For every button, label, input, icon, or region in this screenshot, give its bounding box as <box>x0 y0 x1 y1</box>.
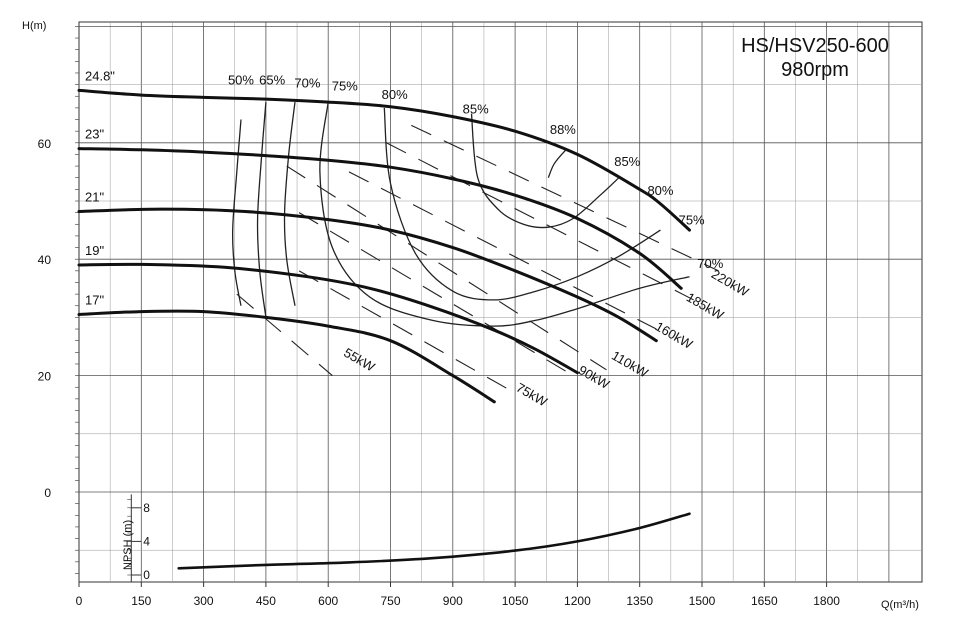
power-line <box>298 212 574 377</box>
power-label: 75kW <box>514 380 551 410</box>
chart-title: HS/HSV250-600 <box>741 35 889 57</box>
x-tick-label: 1500 <box>689 594 716 608</box>
power-line <box>411 124 719 272</box>
efficiency-label: 85% <box>463 102 489 117</box>
power-label: 160kW <box>653 319 696 353</box>
axes: 0 150 300 450 600 750 900 1050 1200 1350 1500 1650 1… <box>38 137 841 608</box>
x-tick-label: 150 <box>131 594 151 608</box>
title-block: HS/HSV250-600 980rpm <box>741 35 889 81</box>
efficiency-curve <box>319 102 690 327</box>
power-line <box>298 270 516 394</box>
efficiency-label: 80% <box>382 87 408 102</box>
x-tick-label: 450 <box>256 594 276 608</box>
x-tick-label: 1800 <box>813 594 840 608</box>
impeller-label: 23" <box>85 127 104 142</box>
efficiency-label: 88% <box>550 122 576 137</box>
efficiency-curve <box>256 102 267 318</box>
y-tick-label: 0 <box>44 486 51 500</box>
head-curve <box>77 207 658 343</box>
efficiency-label: 75% <box>332 78 358 93</box>
plot-frame <box>78 21 923 583</box>
power-lines <box>236 124 719 394</box>
power-label: 90kW <box>576 362 613 392</box>
efficiency-label: 80% <box>647 183 673 198</box>
impeller-label: 21" <box>85 189 104 204</box>
head-curve <box>77 88 691 232</box>
power-label: 185kW <box>684 290 727 324</box>
head-curves: 24.8" 23" 21" 19" 17" <box>77 68 691 404</box>
x-axis-title: Q(m³/h) <box>881 599 919 611</box>
impeller-label: 17" <box>85 292 104 307</box>
x-tick-label: 1650 <box>751 594 778 608</box>
head-curve <box>77 309 496 404</box>
npsh-area <box>132 494 921 581</box>
y-tick-label: 60 <box>38 137 52 151</box>
efficiency-label: 70% <box>697 256 723 271</box>
power-label: 220kW <box>709 266 752 300</box>
power-line <box>236 293 333 377</box>
head-curve <box>77 262 579 375</box>
efficiency-curve <box>547 148 568 178</box>
npsh-tick-label: 8 <box>143 501 150 515</box>
npsh-tick-label: 4 <box>143 534 150 548</box>
efficiency-curve <box>383 107 661 301</box>
y-tick-label: 40 <box>38 253 52 267</box>
x-tick-label: 1350 <box>626 594 653 608</box>
npsh-panel: 0 4 8 <box>127 494 921 582</box>
x-tick-label: 1050 <box>502 594 529 608</box>
head-curve <box>77 147 683 290</box>
x-tick-label: 750 <box>380 594 400 608</box>
power-label: 55kW <box>341 345 378 375</box>
impeller-label: 24.8" <box>85 68 115 83</box>
power-line <box>348 171 657 330</box>
efficiency-label: 75% <box>679 212 705 227</box>
efficiency-label: 50% <box>228 73 254 88</box>
y-axis-title: H(m) <box>22 20 46 32</box>
grid <box>75 21 923 583</box>
efficiency-label: 70% <box>294 76 320 91</box>
npsh-curve <box>177 512 691 570</box>
x-tick-label: 900 <box>443 594 463 608</box>
impeller-label: 19" <box>85 243 104 258</box>
x-tick-label: 0 <box>76 594 83 608</box>
x-tick-label: 300 <box>194 594 214 608</box>
x-tick-label: 600 <box>318 594 338 608</box>
chart-subtitle: 980rpm <box>781 59 849 81</box>
power-line <box>286 165 607 371</box>
x-tick-label: 1200 <box>564 594 591 608</box>
efficiency-label: 65% <box>259 73 285 88</box>
npsh-axis-title: NPSH (m) <box>122 520 134 570</box>
efficiency-label: 85% <box>614 154 640 169</box>
power-line <box>386 142 694 301</box>
y-tick-label: 20 <box>38 370 52 384</box>
efficiency-curve <box>470 113 620 229</box>
npsh-tick-label: 0 <box>143 568 150 582</box>
